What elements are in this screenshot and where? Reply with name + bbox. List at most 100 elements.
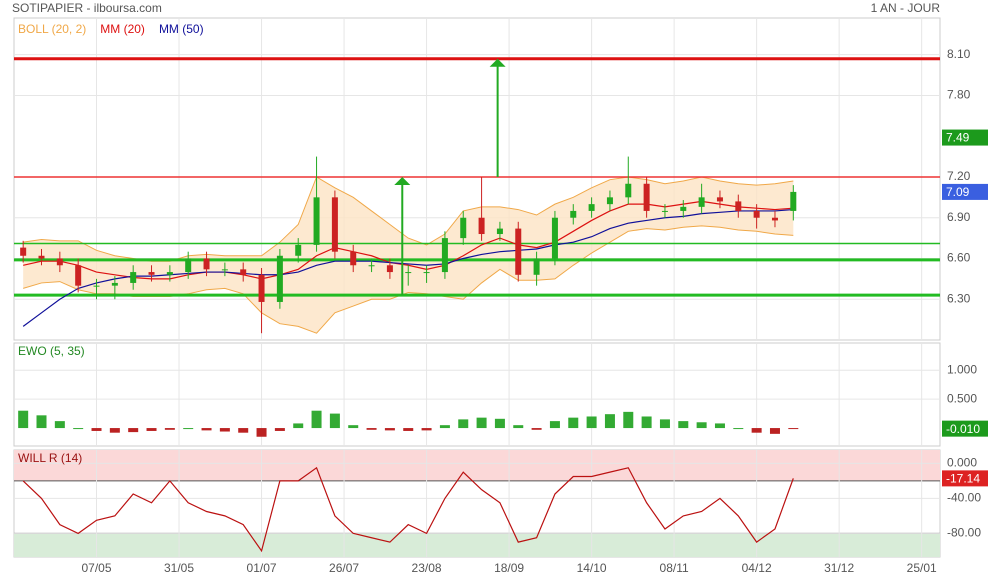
y-tick-label: -80.00 — [947, 526, 981, 540]
candle-body — [625, 183, 632, 198]
candle-body — [56, 258, 63, 266]
candle-body — [203, 258, 210, 270]
candle-body — [735, 201, 742, 211]
y-tick-label: 7.20 — [947, 169, 971, 183]
bar — [604, 414, 615, 429]
bar — [696, 422, 707, 429]
y-tick-label: 0.000 — [947, 456, 977, 470]
bar — [219, 428, 230, 432]
bar — [329, 413, 340, 429]
candle-body — [661, 210, 668, 212]
value-tag-label: 7.49 — [946, 131, 970, 145]
bar — [146, 428, 157, 431]
bar — [476, 417, 487, 429]
bar — [91, 428, 102, 431]
bar — [714, 423, 725, 429]
candle-body — [405, 272, 412, 274]
bar — [293, 423, 304, 429]
x-tick-label: 08/11 — [660, 561, 689, 575]
candle-body — [166, 272, 173, 275]
bar — [274, 428, 285, 431]
value-tag-label: -17.14 — [946, 472, 980, 486]
bar — [366, 428, 377, 430]
chart-title: SOTIPAPIER - ilboursa.com — [12, 1, 162, 15]
candle-body — [698, 197, 705, 207]
oversold-zone — [14, 533, 940, 557]
legend-entry: MM (20) — [100, 22, 145, 36]
bar — [421, 428, 432, 431]
x-tick-label: 26/07 — [329, 561, 359, 575]
bar — [678, 421, 689, 429]
candle-body — [185, 258, 192, 273]
y-tick-label: 6.60 — [947, 251, 971, 265]
candle-body — [423, 272, 430, 274]
candle-body — [38, 255, 45, 259]
bar — [384, 428, 395, 431]
candle-body — [753, 210, 760, 218]
y-tick-label: 6.90 — [947, 210, 971, 224]
x-tick-label: 14/10 — [577, 561, 607, 575]
y-tick-label: 0.500 — [947, 391, 977, 405]
candle-body — [20, 247, 27, 256]
bar — [348, 425, 359, 429]
x-tick-label: 31/05 — [164, 561, 194, 575]
candle-body — [680, 206, 687, 211]
candle-body — [386, 265, 393, 273]
x-tick-label: 25/01 — [907, 561, 937, 575]
x-tick-label: 07/05 — [81, 561, 111, 575]
candle-body — [643, 183, 650, 211]
bar — [201, 428, 212, 431]
legend-entry: BOLL (20, 2) — [18, 22, 86, 36]
arrow-head — [394, 176, 411, 185]
value-tag — [942, 183, 988, 200]
panel-title: EWO (5, 35) — [18, 344, 85, 358]
bar — [18, 410, 29, 429]
candle-body — [240, 269, 247, 275]
bar — [256, 428, 267, 437]
value-tag — [942, 470, 988, 487]
chart-subtitle: 1 AN - JOUR — [871, 1, 941, 15]
value-tag-label: -0.010 — [946, 422, 980, 436]
value-tag — [942, 129, 988, 146]
candle-body — [570, 210, 577, 218]
candle-body — [148, 272, 155, 275]
arrow-head — [489, 58, 506, 67]
x-tick-label: 04/12 — [742, 561, 772, 575]
bar — [659, 419, 670, 429]
candle-body — [331, 197, 338, 252]
bar — [458, 419, 469, 429]
legend-entry: MM (50) — [159, 22, 204, 36]
y-tick-label: 8.10 — [947, 47, 971, 61]
x-tick-label: 31/12 — [824, 561, 854, 575]
candle-body — [111, 282, 118, 286]
candle-body — [515, 228, 522, 275]
panel-frame — [13, 17, 941, 341]
value-tag — [942, 420, 988, 437]
bar — [403, 428, 414, 431]
candle-body — [313, 197, 320, 245]
bar — [586, 416, 597, 429]
candle-body — [771, 217, 778, 221]
bar — [733, 428, 744, 430]
bar — [513, 425, 524, 429]
bar — [164, 428, 175, 430]
candle-body — [295, 244, 302, 256]
line-series — [22, 466, 794, 553]
x-tick-label: 18/09 — [494, 561, 524, 575]
bar — [788, 428, 799, 430]
y-tick-label: 1.000 — [947, 362, 977, 376]
candle-body — [258, 274, 265, 302]
bar — [73, 428, 84, 430]
candle-body — [221, 269, 228, 271]
bar — [568, 417, 579, 429]
bar — [549, 421, 560, 429]
candle-body — [533, 258, 540, 275]
bar — [439, 425, 450, 429]
candle-body — [588, 204, 595, 211]
bar — [36, 415, 47, 429]
bar — [769, 428, 780, 434]
overbought-zone — [14, 450, 940, 481]
y-tick-label: 7.80 — [947, 88, 971, 102]
bar — [238, 428, 249, 433]
